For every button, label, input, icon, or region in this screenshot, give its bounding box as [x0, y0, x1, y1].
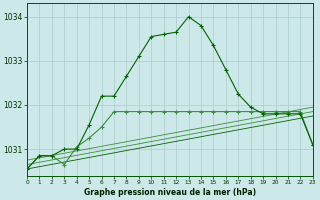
X-axis label: Graphe pression niveau de la mer (hPa): Graphe pression niveau de la mer (hPa) [84, 188, 256, 197]
